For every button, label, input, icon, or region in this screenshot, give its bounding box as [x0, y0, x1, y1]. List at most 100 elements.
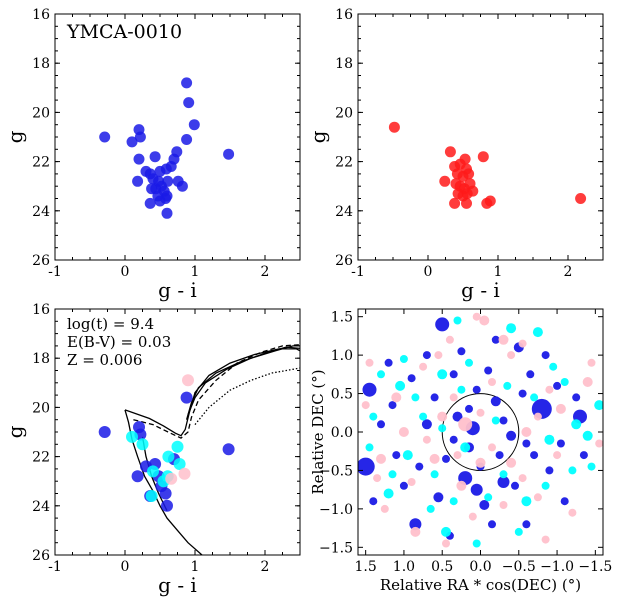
data-point-pink [499, 501, 508, 509]
x-tick-label: −1.5 [578, 559, 612, 575]
panel-cmd-field: -1 0 1 2 16 18 20 22 24 26 g - i g [306, 7, 604, 302]
data-point-blue [530, 451, 539, 460]
data-point-cyan [560, 378, 569, 386]
isochrone-dashed [133, 344, 300, 439]
x-tick-label: 2 [261, 559, 270, 575]
data-point-blue [442, 454, 450, 463]
data-point-pink [437, 411, 448, 422]
data-point-blue [545, 466, 554, 475]
y-tick-label: 20 [335, 105, 353, 121]
x-axis-label: Relative RA * cos(DEC) (°) [380, 576, 581, 594]
data-point-pink [429, 453, 440, 464]
data-point-pink [475, 457, 486, 468]
x-tick-label: 2 [564, 264, 573, 280]
data-point-pink [587, 358, 596, 367]
axis-frame [357, 308, 604, 556]
data-point-pink [582, 377, 593, 387]
data-point-blue [399, 481, 408, 490]
data-point-blue [433, 492, 444, 503]
data-point-blue-members [180, 391, 193, 404]
x-tick-label: 0 [424, 264, 433, 280]
data-point-blue [409, 518, 422, 531]
data-point-pink [445, 335, 454, 344]
data-point-members [181, 77, 193, 89]
data-point-blue [526, 370, 535, 379]
data-point-blue [472, 385, 481, 394]
data-point-cyan [441, 526, 451, 537]
data-point-pink [365, 358, 374, 367]
data-point-pink [410, 526, 421, 537]
data-point-pink [398, 427, 409, 437]
y-tick-label: −1.0 [319, 502, 353, 518]
data-point-cyan [399, 355, 408, 363]
data-point-cyan [383, 488, 394, 499]
data-point-blue [415, 462, 424, 471]
data-point-pink [553, 451, 562, 460]
data-point-blue [479, 500, 490, 510]
data-point-blue [497, 476, 510, 488]
data-point-blue [435, 317, 450, 332]
data-point-members [160, 163, 172, 175]
data-point-cyan [484, 493, 493, 502]
y-tick-label: 22 [32, 155, 50, 171]
data-point-blue [449, 435, 458, 444]
data-point-field [449, 197, 461, 209]
data-point-blue [449, 370, 458, 379]
data-point-cyan [544, 434, 555, 445]
panel-cmd-isochrone: -1 0 1 2 16 18 20 22 24 26 g - i g log(t) = 9.4E(B-V… [3, 302, 301, 597]
data-point-pink [555, 403, 566, 414]
data-point-cyan-members [145, 490, 158, 502]
data-point-members [126, 136, 138, 148]
plot-area [98, 344, 300, 555]
data-point-pink [373, 474, 382, 483]
data-point-blue [490, 396, 501, 407]
data-point-blue [488, 520, 496, 529]
x-tick-label: 1 [191, 559, 200, 575]
data-point-pink [380, 504, 389, 513]
panel-cmd-members: -1 0 1 2 16 18 20 22 24 26 g - i g YMCA-0010 [3, 7, 301, 302]
y-tick-label: 18 [32, 56, 50, 72]
data-point-blue-members [222, 443, 235, 456]
data-point-pink [533, 412, 542, 421]
y-tick-label: 24 [335, 204, 353, 220]
y-tick-label: 0.5 [331, 387, 353, 403]
x-tick-label: -1 [48, 559, 62, 575]
data-point-blue [384, 358, 393, 367]
data-point-pink [407, 478, 416, 486]
x-tick-label: −1.0 [540, 559, 574, 575]
x-tick-label: -1 [48, 264, 62, 280]
data-point-blue [553, 381, 562, 390]
data-point-cyan [449, 497, 458, 506]
y-axis-label: g [3, 130, 27, 143]
data-point-cyan [521, 496, 532, 507]
data-point-members [223, 148, 235, 160]
data-point-blue [358, 457, 375, 476]
data-point-cyan [541, 481, 550, 490]
y-tick-label: 26 [335, 253, 353, 269]
data-point-members [132, 175, 144, 187]
data-point-cyan [365, 443, 374, 452]
data-point-cyan [402, 450, 413, 461]
data-point-pink [506, 457, 517, 468]
y-tick-label: 24 [32, 204, 50, 220]
y-tick-label: −0.5 [319, 463, 353, 479]
data-point-pink [453, 451, 462, 460]
data-point-pink [488, 378, 496, 386]
data-point-blue [465, 404, 473, 413]
data-point-members [176, 180, 188, 192]
data-point-pink [518, 339, 527, 348]
axis-frame [54, 13, 301, 261]
data-point-cyan [395, 380, 406, 391]
data-point-members [144, 197, 156, 209]
data-point-field [388, 121, 400, 133]
data-point-blue [560, 497, 569, 506]
data-point-cyan [438, 424, 447, 433]
y-tick-label: 26 [32, 548, 50, 564]
data-point-cyan-members [126, 430, 138, 443]
data-point-blue [491, 335, 500, 344]
data-point-cyan-members [162, 450, 175, 463]
data-point-pink [458, 417, 473, 432]
data-point-pink [449, 393, 458, 402]
y-tick-label: 24 [32, 499, 50, 515]
data-point-blue [522, 520, 531, 529]
